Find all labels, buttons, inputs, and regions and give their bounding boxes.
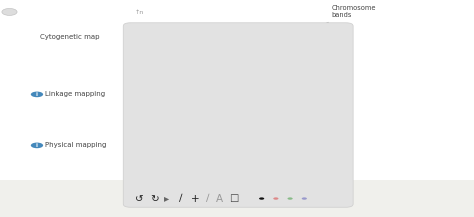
Bar [199,93,325,98]
Bar [230,93,237,98]
Bar [307,32,316,42]
Bar [199,93,205,98]
Bar [0,0,474,180]
Bar [211,93,218,98]
Circle shape [302,197,307,200]
Text: -GACTTCATCGGTCATCGAAACT-: -GACTTCATCGGTCATCGAAACT- [224,196,300,201]
Text: Chromosome
bands: Chromosome bands [308,5,376,30]
Text: i: i [36,143,38,148]
Bar [249,93,255,98]
Bar [281,93,287,98]
Text: ↻: ↻ [150,194,158,204]
Text: Linkage mapping: Linkage mapping [45,91,105,97]
Circle shape [259,197,264,200]
Text: Genetic
markers: Genetic markers [199,98,227,116]
Bar [268,93,274,98]
Bar [280,32,289,42]
Circle shape [31,143,43,148]
Text: Cytogenetic map: Cytogenetic map [40,34,100,40]
Ellipse shape [195,32,203,42]
Bar [226,32,235,42]
Bar [316,32,325,42]
Bar [306,93,312,98]
Bar [253,32,262,42]
Circle shape [288,197,292,200]
Ellipse shape [321,32,328,42]
Bar [224,93,230,98]
Bar [289,32,298,42]
Text: A: A [216,194,223,204]
Bar [262,93,268,98]
Bar [0,180,474,217]
Bar [208,32,217,42]
Bar [199,32,325,42]
Text: i: i [36,195,38,200]
Bar [199,93,325,98]
Text: ↑n: ↑n [135,10,145,15]
Bar [298,32,307,42]
Bar [199,32,325,42]
Bar [243,93,249,98]
Bar [274,93,281,98]
Circle shape [31,195,43,200]
Text: Physical mapping: Physical mapping [45,142,106,148]
Bar [237,93,243,98]
Text: +: + [191,194,200,204]
Text: Genes located
by FISH: Genes located by FISH [199,42,247,62]
Bar [199,196,325,201]
Bar [293,93,300,98]
Bar [213,148,294,151]
Text: i: i [36,92,38,97]
Bar [205,93,211,98]
Text: Overlapping
fragments: Overlapping fragments [206,142,247,161]
Bar [218,93,224,98]
Circle shape [273,197,278,200]
Polygon shape [237,32,244,42]
Bar [262,32,271,42]
Bar [319,93,325,98]
Bar [244,32,253,42]
Text: ↺: ↺ [136,194,144,204]
Circle shape [31,92,43,97]
Text: DNA sequencing: DNA sequencing [45,194,103,201]
Bar [255,93,262,98]
Bar [271,32,280,42]
Bar [217,32,226,42]
Bar [312,93,319,98]
Text: ☐: ☐ [228,194,238,204]
Bar [199,32,208,42]
Text: ∕: ∕ [179,194,183,204]
Bar [300,93,306,98]
Text: ▸: ▸ [164,194,170,204]
FancyBboxPatch shape [123,23,353,207]
Bar [199,139,303,142]
Bar [287,93,293,98]
Bar [235,32,244,42]
Text: ∕: ∕ [206,194,210,204]
Bar [206,143,299,147]
Circle shape [2,8,17,15]
